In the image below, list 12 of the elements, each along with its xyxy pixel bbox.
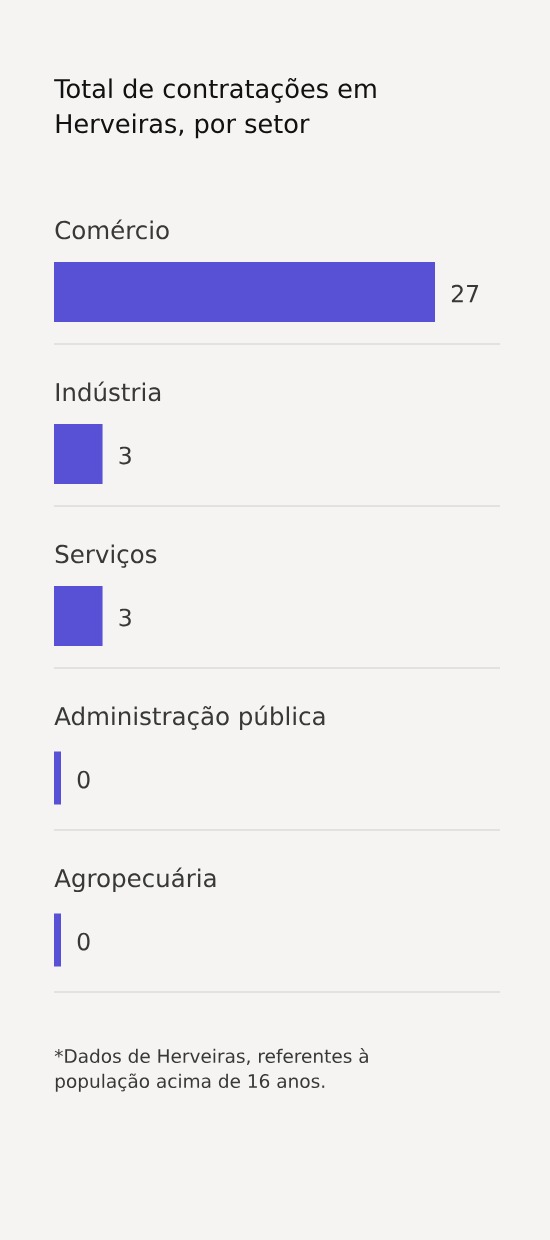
- y-tick-label: Administração pública: [54, 705, 325, 731]
- data-label: 27: [451, 284, 479, 303]
- y-tick-label: Indústria: [56, 381, 161, 402]
- text: *Dados de Herveiras, referentes à população acima de 16 anos.: [54, 1048, 368, 1092]
- data-label: 0: [77, 770, 90, 789]
- chart-title: Total de contratações em Herveiras, por setor: [54, 78, 376, 139]
- data-label: 0: [77, 932, 90, 951]
- y-tick-label: Comércio: [55, 219, 169, 240]
- y-tick-label: Serviços: [55, 544, 157, 568]
- data-label: 3: [119, 446, 131, 465]
- y-tick-label: Agropecuária: [54, 867, 216, 893]
- data-label: 3: [119, 608, 131, 627]
